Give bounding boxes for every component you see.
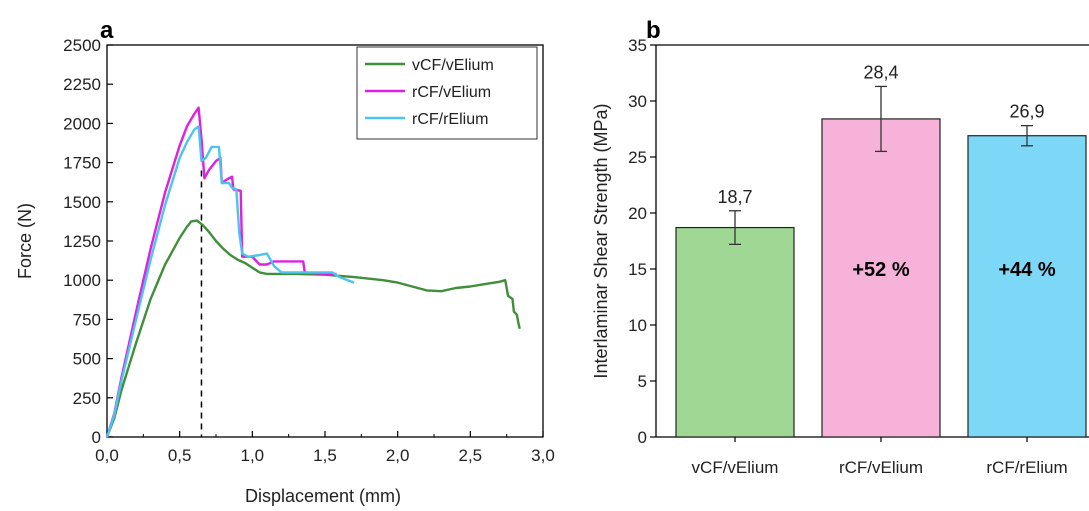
series-line-vcf-velium [105,219,521,438]
x-tick-label-a: 3,0 [531,446,555,465]
y-axis-ticks-a: 0 250 500 750 1000 1250 1500 1750 2000 2250 2500 [63,36,113,447]
y-tick-label-a: 1000 [63,271,101,290]
legend-box [356,46,538,140]
x-tick-label-a: 1,5 [313,446,337,465]
y-tick-label-a: 1250 [63,232,101,251]
y-tick-label-a: 750 [73,310,101,329]
y-tick-label-b: 30 [628,92,647,111]
x-category-label: rCF/rElium [986,458,1067,477]
panel-b-label: b [646,17,661,44]
force-displacement-chart: a 0,0 0,5 1,0 1,5 2,0 2,5 3,0 0 250 500 750 1000 12… [15,17,555,506]
legend-label: vCF/vElium [412,57,494,74]
y-tick-label-b: 0 [638,428,647,447]
legend-label: rCF/vElium [412,84,491,101]
y-tick-label-a: 0 [92,428,101,447]
x-tick-label-a: 2,5 [459,446,483,465]
y-tick-label-a: 2000 [63,114,101,133]
x-tick-label-a: 0,5 [168,446,192,465]
panel-a-label: a [100,17,114,44]
y-tick-label-b: 20 [628,204,647,223]
x-tick-label-a: 0,0 [95,446,119,465]
bar-vcf-velium [675,226,795,438]
bar-rcf-relium [967,135,1087,438]
bar-increase-label: +44 % [998,259,1055,281]
y-axis-ticks-b: 0 5 10 15 20 25 30 35 [628,36,656,447]
y-tick-label-a: 2500 [63,36,101,55]
bar-value-label: 18,7 [717,187,752,207]
bar-value-label: 28,4 [863,62,898,82]
series-line-rcf-relium [105,125,355,438]
x-tick-label-a: 2,0 [386,446,410,465]
x-category-label: rCF/vElium [839,458,923,477]
x-category-label: vCF/vElium [692,458,779,477]
y-axis-label-a: Force (N) [15,203,35,279]
legend: vCF/vElium rCF/vElium rCF/rElium [356,46,538,140]
y-tick-label-a: 250 [73,389,101,408]
legend-label: rCF/rElium [412,111,488,128]
y-tick-label-a: 500 [73,350,101,369]
bar-value-label: 26,9 [1009,102,1044,122]
bar-rcf-velium [821,118,941,438]
ilss-bar-chart: b 0 5 10 15 20 25 30 35 18,7 vCF/vElium 28,4 +52 %… [591,17,1089,477]
y-tick-label-b: 10 [628,316,647,335]
x-tick-label-a: 1,0 [241,446,265,465]
x-axis-ticks-a: 0,0 0,5 1,0 1,5 2,0 2,5 3,0 [95,431,555,465]
bars: 18,7 vCF/vElium 28,4 +52 % rCF/vElium 26,9 +44… [675,62,1087,477]
x-axis-label-a: Displacement (mm) [245,486,401,506]
series-lines [105,106,521,438]
y-axis-label-b: Interlaminar Shear Strength (MPa) [591,103,611,378]
y-tick-label-b: 5 [638,372,647,391]
y-tick-label-a: 1500 [63,193,101,212]
y-tick-label-b: 15 [628,260,647,279]
y-tick-label-a: 1750 [63,154,101,173]
y-tick-label-b: 35 [628,36,647,55]
y-tick-label-b: 25 [628,148,647,167]
bar-increase-label: +52 % [852,259,909,281]
y-tick-label-a: 2250 [63,75,101,94]
